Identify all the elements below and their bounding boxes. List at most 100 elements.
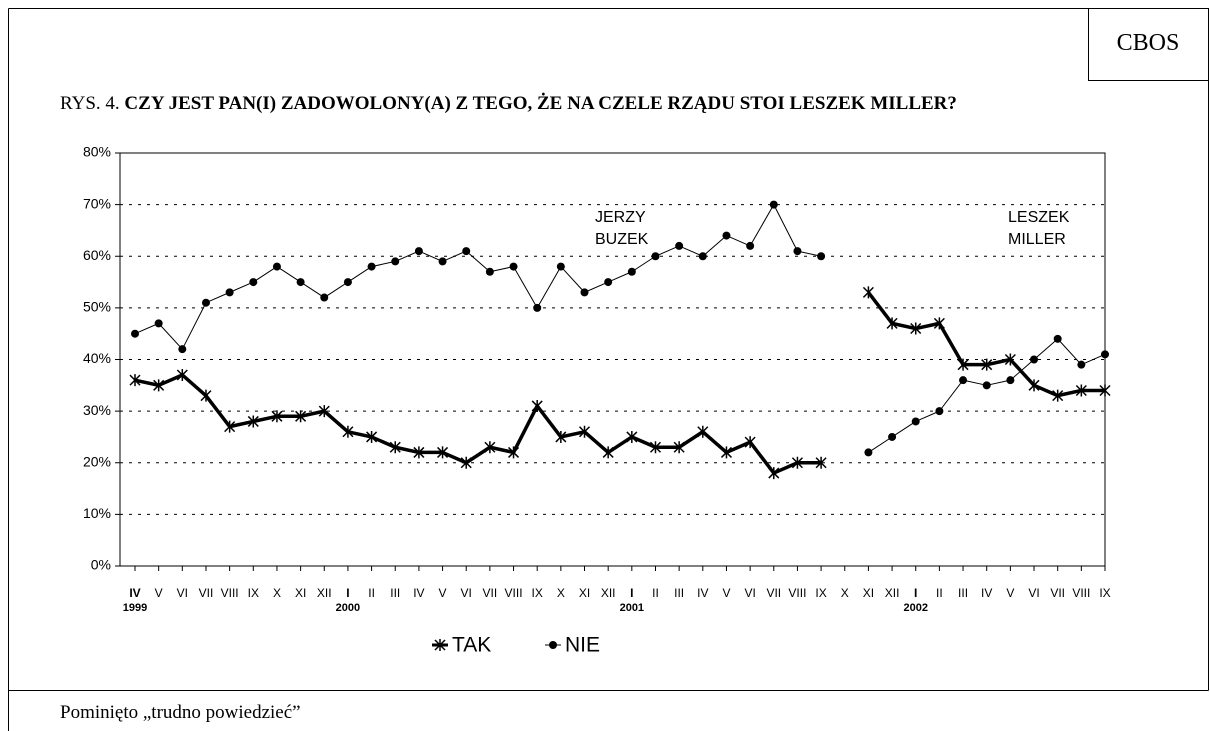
point: [910, 322, 922, 335]
point: [342, 425, 354, 438]
x-tick-label: IV: [129, 586, 140, 600]
point-shape: [744, 436, 756, 449]
year-label: 2000: [336, 602, 360, 614]
point: [438, 257, 447, 266]
point: [626, 430, 638, 443]
point: [817, 252, 826, 261]
x-tick-label: VIII: [221, 586, 239, 600]
point-shape: [318, 405, 330, 418]
frame: [8, 8, 1209, 731]
x-tick-label: IV: [697, 586, 708, 600]
x-tick-label: IV: [981, 586, 992, 600]
x-tick-label: I: [630, 586, 633, 600]
x-tick-label: VII: [199, 586, 214, 600]
y-tick-label: 60%: [83, 247, 111, 263]
point-shape: [271, 410, 283, 423]
legend-label: TAK: [452, 634, 491, 657]
x-tick-label: II: [368, 586, 375, 600]
point: [434, 639, 446, 651]
point: [959, 376, 968, 385]
x-tick-label: IX: [1099, 586, 1110, 600]
point: [1028, 379, 1040, 392]
point-shape: [508, 446, 520, 459]
title-text: CZY JEST PAN(I) ZADOWOLONY(A) Z TEGO, ŻE…: [124, 93, 957, 114]
point-shape: [1028, 379, 1040, 392]
x-tick-label: III: [390, 586, 400, 600]
point: [911, 417, 920, 426]
point: [578, 425, 591, 438]
point: [225, 288, 234, 297]
x-tick-label: IX: [248, 586, 259, 600]
point: [320, 293, 329, 302]
point: [549, 641, 557, 649]
point: [200, 389, 212, 402]
point-shape: [697, 425, 709, 438]
point: [697, 425, 709, 438]
point-shape: [153, 379, 165, 392]
x-tick-label: XI: [579, 586, 590, 600]
point-shape: [437, 446, 449, 459]
x-tick-label: XI: [295, 586, 306, 600]
x-tick-label: I: [914, 586, 917, 600]
x-tick-label: II: [652, 586, 659, 600]
x-tick-label: VII: [766, 586, 781, 600]
point-shape: [247, 415, 259, 428]
point: [271, 410, 283, 423]
x-tick-label: VIII: [505, 586, 523, 600]
point: [296, 278, 305, 287]
x-tick-label: VI: [177, 586, 188, 600]
point: [886, 317, 898, 330]
x-tick-label: II: [936, 586, 943, 600]
point: [509, 262, 518, 271]
x-tick-label: IX: [532, 586, 543, 600]
point: [366, 430, 378, 443]
x-tick-label: IV: [413, 586, 424, 600]
point: [1077, 360, 1086, 369]
point: [437, 446, 449, 459]
x-tick-label: XI: [863, 586, 874, 600]
point-shape: [720, 446, 732, 459]
point: [957, 358, 969, 371]
point-shape: [673, 441, 685, 454]
point: [414, 247, 423, 256]
point-shape: [460, 456, 472, 469]
point: [673, 441, 685, 454]
x-tick-label: XII: [317, 586, 332, 600]
point: [1004, 353, 1016, 366]
point-shape: [910, 322, 922, 335]
y-tick-label: 50%: [83, 299, 111, 315]
point: [484, 441, 496, 454]
point-shape: [224, 420, 236, 433]
year-label: 1999: [123, 602, 147, 614]
point: [508, 446, 520, 459]
x-tick-label: V: [155, 586, 163, 600]
point: [318, 405, 330, 418]
chart-title: RYS. 4. CZY JEST PAN(I) ZADOWOLONY(A) Z …: [60, 90, 1120, 117]
x-tick-label: VII: [483, 586, 498, 600]
point-shape: [555, 430, 567, 443]
y-tick-label: 70%: [83, 195, 111, 211]
point-shape: [1075, 384, 1087, 397]
point: [129, 374, 141, 387]
point: [981, 358, 993, 371]
y-tick-label: 20%: [83, 453, 111, 469]
point: [580, 288, 589, 297]
point: [675, 241, 684, 250]
point-shape: [626, 430, 638, 443]
figure-label: RYS. 4.: [60, 93, 120, 114]
point: [249, 278, 258, 287]
point: [1052, 389, 1064, 402]
point: [698, 252, 707, 261]
y-tick-label: 40%: [83, 350, 111, 366]
footnote: Pominięto „trudno powiedzieć”: [60, 702, 301, 723]
point-shape: [413, 446, 425, 459]
point: [531, 399, 543, 412]
annotation: LESZEK: [1008, 209, 1070, 226]
point-shape: [389, 441, 401, 454]
x-tick-label: VII: [1050, 586, 1065, 600]
point-shape: [815, 456, 827, 469]
point-shape: [957, 358, 969, 371]
point: [862, 286, 874, 299]
point: [413, 446, 425, 459]
